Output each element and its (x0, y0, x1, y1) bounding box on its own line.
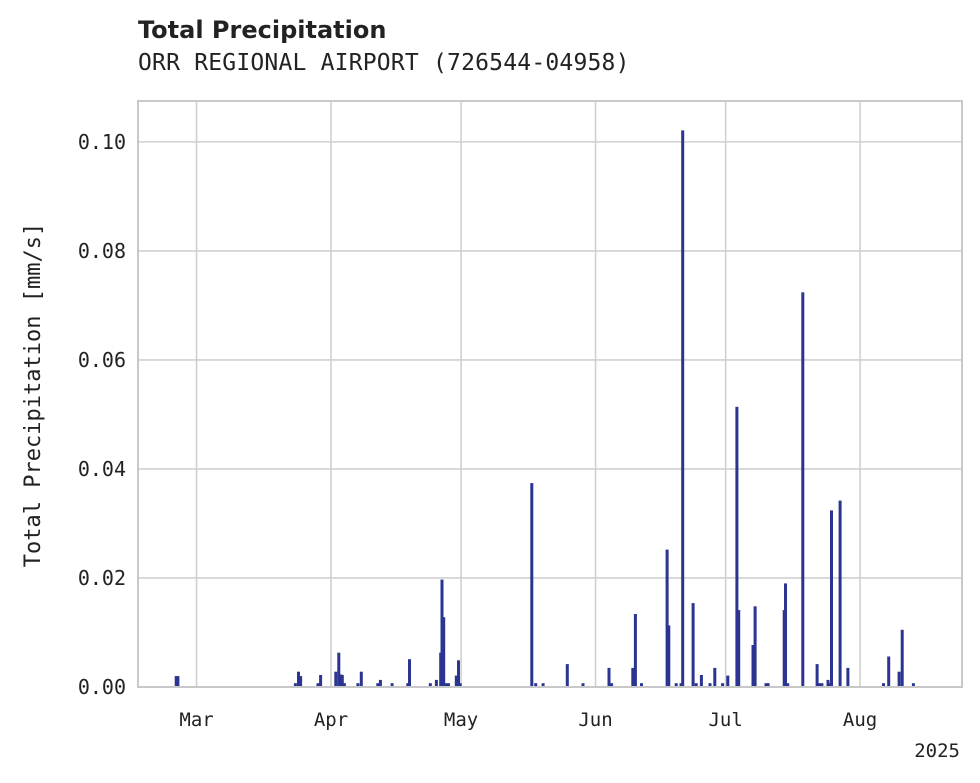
precip-bar (342, 683, 346, 687)
bars-group (174, 130, 915, 687)
precip-bar (681, 130, 685, 687)
precip-bar (406, 683, 410, 687)
precip-bar (534, 683, 538, 687)
chart-title: Total Precipitation (138, 16, 387, 44)
precip-bar (737, 610, 741, 687)
precip-bar (882, 683, 885, 687)
precip-bar (830, 510, 833, 687)
precip-bar (911, 683, 915, 687)
x-tick-label: May (444, 709, 478, 731)
precip-bar (319, 675, 323, 687)
precip-bar (444, 683, 447, 687)
precip-bar (334, 671, 338, 687)
precip-bar (667, 625, 671, 687)
precip-bar (581, 683, 585, 687)
precip-bar (691, 603, 695, 687)
precip-bar (817, 683, 821, 687)
precip-bar (356, 683, 360, 687)
precip-bar (434, 679, 438, 687)
precip-bar (293, 683, 297, 687)
precip-bar (827, 683, 831, 687)
precip-bar (457, 660, 460, 687)
y-tick-label: 0.04 (78, 457, 126, 481)
x-axis-ticks: Mar Apr May Jun Jul Aug (179, 709, 877, 731)
y-axis-label: Total Precipitation [mm/s] (21, 223, 46, 567)
y-tick-label: 0.00 (78, 675, 126, 699)
precip-bar (390, 683, 394, 687)
precip-bar (694, 683, 698, 687)
precip-bar (735, 406, 739, 687)
precip-bar (721, 683, 725, 687)
precip-bar (176, 676, 180, 687)
precip-bar (699, 675, 703, 687)
precip-bar (751, 645, 755, 687)
precip-bar (376, 683, 380, 687)
precip-bar (764, 683, 768, 687)
precip-bar (340, 675, 344, 687)
precip-bar (458, 683, 462, 687)
precip-bar (359, 671, 363, 687)
x-tick-label: Aug (843, 709, 877, 731)
y-tick-label: 0.06 (78, 348, 126, 372)
precip-bar (665, 549, 669, 687)
precip-bar (633, 614, 637, 687)
precip-bar (815, 664, 819, 687)
y-axis-ticks: 0.00 0.02 0.04 0.06 0.08 0.10 (78, 130, 126, 699)
precip-bar (454, 675, 458, 687)
precip-bar (900, 629, 904, 687)
precip-bar (679, 683, 683, 687)
y-tick-label: 0.10 (78, 130, 126, 154)
precip-bar (378, 679, 382, 687)
precip-bar (708, 683, 712, 687)
precip-bar (316, 683, 320, 687)
precip-bar (541, 683, 545, 687)
x-tick-label: Jul (708, 709, 742, 731)
precip-bar (674, 683, 678, 687)
precip-bar (408, 659, 411, 687)
plot-frame (137, 100, 963, 688)
precip-bar (174, 676, 178, 687)
precip-bar (640, 683, 643, 687)
precip-bar (428, 683, 432, 687)
precip-bar (631, 667, 635, 687)
precip-bar (530, 483, 534, 687)
precip-bar (753, 606, 757, 687)
precip-bar (337, 652, 341, 687)
precip-bar (442, 617, 446, 687)
precip-bar (897, 671, 901, 687)
precip-bar (846, 667, 850, 687)
x-tick-label: Apr (314, 709, 348, 731)
precip-bar (607, 667, 611, 687)
precip-bar (447, 683, 450, 687)
precip-bar (786, 683, 790, 687)
x-tick-label: Mar (179, 709, 213, 731)
precip-bar (838, 500, 842, 687)
precip-bar (299, 676, 303, 687)
x-tick-label: Jun (578, 709, 612, 731)
gridlines (138, 101, 962, 688)
precip-bar (801, 292, 805, 687)
precip-bar (820, 683, 824, 687)
chart-subtitle: ORR REGIONAL AIRPORT (726544-04958) (138, 50, 630, 76)
precip-bar (440, 579, 444, 687)
precip-bar (726, 675, 730, 687)
precip-bar (565, 664, 569, 687)
precip-bar (297, 671, 300, 687)
year-label: 2025 (914, 740, 960, 762)
y-tick-label: 0.08 (78, 239, 126, 263)
precip-bar (784, 583, 787, 687)
precip-bar (887, 656, 891, 687)
precip-bar (766, 683, 770, 687)
precip-bar (610, 683, 614, 687)
precip-bar (713, 667, 717, 687)
y-tick-label: 0.02 (78, 566, 126, 590)
